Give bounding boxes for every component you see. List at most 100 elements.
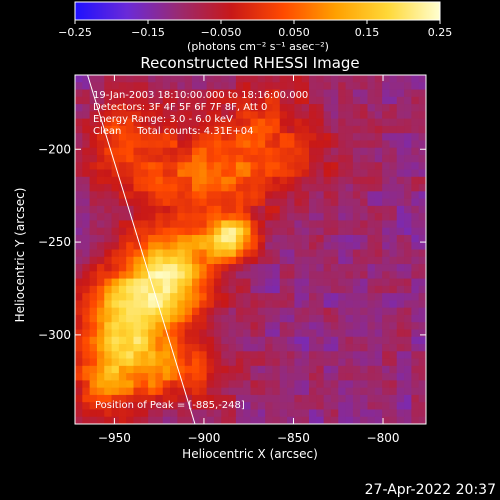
- heatmap-cell: [382, 111, 390, 120]
- heatmap-cell: [360, 365, 368, 374]
- heatmap-cell: [279, 293, 288, 301]
- heatmap-cell: [309, 133, 317, 141]
- heatmap-cell: [309, 300, 317, 309]
- heatmap-cell: [257, 256, 266, 265]
- heatmap-cell: [111, 205, 120, 214]
- heatmap-cell: [294, 307, 303, 316]
- heatmap-cell: [155, 380, 164, 389]
- heatmap-cell: [96, 89, 105, 98]
- heatmap-cell: [367, 96, 376, 105]
- heatmap-cell: [374, 336, 383, 345]
- heatmap-cell: [184, 394, 193, 403]
- heatmap-cell: [250, 329, 259, 338]
- heatmap-cell: [338, 111, 346, 120]
- heatmap-cell: [89, 329, 98, 338]
- heatmap-cell: [272, 380, 281, 389]
- heatmap-cell: [126, 402, 134, 410]
- heatmap-cell: [389, 227, 398, 236]
- heatmap-cell: [177, 358, 186, 367]
- heatmap-cell: [352, 387, 361, 396]
- heatmap-cell: [309, 394, 317, 403]
- heatmap-cell: [367, 278, 376, 287]
- heatmap-cell: [126, 256, 134, 265]
- heatmap-cell: [257, 409, 266, 418]
- heatmap-cell: [199, 329, 208, 338]
- heatmap-cell: [140, 140, 149, 149]
- heatmap-cell: [126, 365, 134, 374]
- heatmap-cell: [411, 387, 420, 396]
- heatmap-cell: [104, 147, 112, 156]
- heatmap-cell: [367, 220, 376, 229]
- heatmap-cell: [192, 394, 200, 403]
- heatmap-cell: [309, 227, 317, 236]
- heatmap-cell: [367, 329, 376, 338]
- heatmap-cell: [126, 271, 134, 279]
- heatmap-cell: [213, 409, 222, 418]
- heatmap-cell: [301, 125, 310, 134]
- heatmap-cell: [96, 300, 105, 309]
- heatmap-cell: [228, 329, 237, 338]
- heatmap-cell: [382, 264, 390, 272]
- heatmap-cell: [404, 220, 412, 229]
- heatmap-cell: [213, 162, 222, 170]
- heatmap-cell: [404, 351, 412, 359]
- heatmap-cell: [184, 373, 193, 381]
- heatmap-cell: [418, 402, 426, 410]
- heatmap-cell: [206, 176, 215, 185]
- heatmap-cell: [323, 285, 332, 294]
- heatmap-cell: [294, 154, 303, 163]
- heatmap-cell: [111, 329, 120, 338]
- heatmap-cell: [418, 416, 426, 424]
- heatmap-cell: [126, 82, 134, 90]
- heatmap-cell: [243, 162, 251, 170]
- heatmap-cell: [213, 358, 222, 367]
- heatmap-cell: [418, 169, 426, 178]
- heatmap-cell: [96, 373, 105, 381]
- heatmap-cell: [243, 329, 251, 338]
- heatmap-cell: [367, 140, 376, 149]
- heatmap-cell: [396, 249, 405, 258]
- heatmap-cell: [140, 249, 149, 258]
- heatmap-cell: [345, 256, 354, 265]
- heatmap-cell: [199, 242, 208, 250]
- heatmap-cell: [96, 307, 105, 316]
- heatmap-cell: [352, 125, 361, 134]
- heatmap-cell: [367, 365, 376, 374]
- heatmap-cell: [104, 278, 112, 287]
- heatmap-cell: [265, 394, 273, 403]
- heatmap-cell: [294, 409, 303, 418]
- heatmap-cell: [118, 278, 127, 287]
- heatmap-cell: [309, 154, 317, 163]
- heatmap-cell: [330, 351, 339, 359]
- heatmap-cell: [352, 191, 361, 199]
- heatmap-cell: [221, 198, 229, 207]
- heatmap-cell: [126, 191, 134, 199]
- heatmap-cell: [126, 140, 134, 149]
- heatmap-cell: [374, 205, 383, 214]
- heatmap-cell: [192, 220, 200, 229]
- colorbar-tick-label: −0.15: [131, 26, 165, 39]
- heatmap-cell: [148, 198, 156, 207]
- heatmap-cell: [323, 293, 332, 301]
- heatmap-cell: [309, 358, 317, 367]
- heatmap-cell: [148, 293, 156, 301]
- heatmap-cell: [199, 162, 208, 170]
- heatmap-cell: [235, 133, 244, 141]
- y-tick-label: −300: [38, 328, 71, 342]
- heatmap-cell: [287, 300, 295, 309]
- heatmap-cell: [221, 249, 229, 258]
- heatmap-cell: [192, 176, 200, 185]
- heatmap-cell: [345, 96, 354, 105]
- heatmap-cell: [411, 300, 420, 309]
- heatmap-cell: [228, 285, 237, 294]
- heatmap-cell: [352, 133, 361, 141]
- heatmap-cell: [338, 314, 346, 323]
- heatmap-cell: [352, 234, 361, 243]
- heatmap-cell: [118, 416, 127, 424]
- heatmap-cell: [133, 162, 142, 170]
- heatmap-cell: [184, 205, 193, 214]
- heatmap-cell: [411, 416, 420, 424]
- heatmap-cell: [265, 329, 273, 338]
- heatmap-cell: [162, 387, 171, 396]
- heatmap-cell: [177, 329, 186, 338]
